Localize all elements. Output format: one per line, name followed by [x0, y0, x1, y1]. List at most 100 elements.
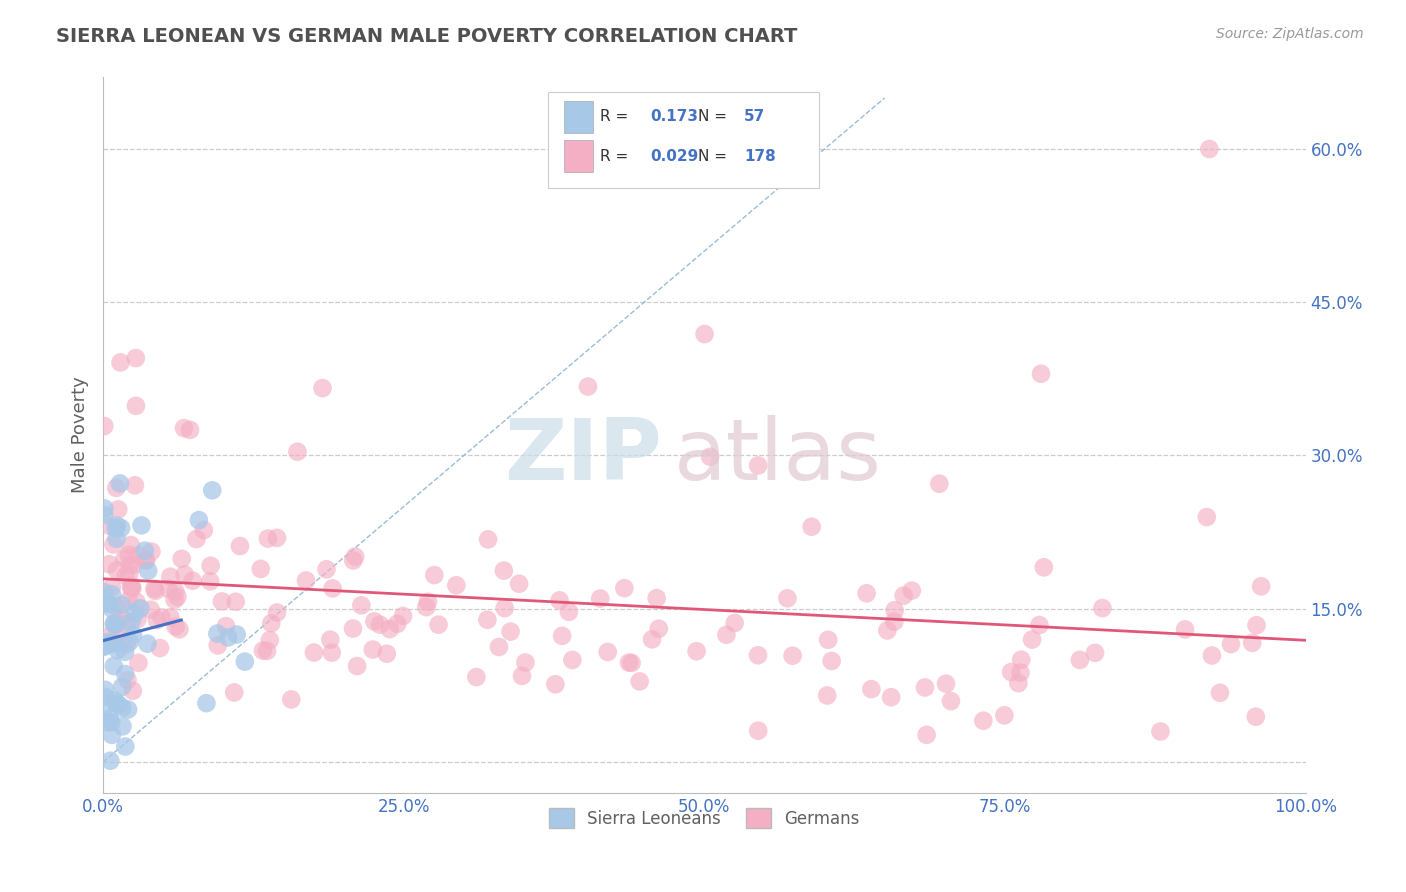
Point — [118, 558, 141, 572]
Point — [100, 580, 122, 594]
Point — [1195, 510, 1218, 524]
Point — [136, 564, 159, 578]
Point — [145, 584, 167, 599]
Point — [117, 673, 139, 687]
Point — [103, 637, 125, 651]
Point — [207, 639, 229, 653]
Point — [488, 640, 510, 654]
Point — [311, 381, 333, 395]
Point — [350, 599, 373, 613]
Point — [122, 628, 145, 642]
Point — [229, 539, 252, 553]
Point — [225, 627, 247, 641]
Point — [165, 619, 187, 633]
Point — [446, 578, 468, 592]
Point — [127, 612, 149, 626]
Point — [1084, 646, 1107, 660]
Point — [387, 616, 409, 631]
Point — [1032, 560, 1054, 574]
Point — [124, 607, 146, 621]
Point — [776, 591, 799, 606]
Point — [346, 659, 368, 673]
Point — [427, 617, 450, 632]
Point — [98, 558, 121, 572]
Point — [143, 582, 166, 596]
Point — [900, 583, 922, 598]
Point — [256, 644, 278, 658]
Point — [747, 648, 769, 663]
Text: R =: R = — [600, 110, 633, 124]
Point — [98, 628, 121, 642]
Point — [596, 645, 619, 659]
Point — [101, 728, 124, 742]
Point — [149, 640, 172, 655]
Point — [115, 637, 138, 651]
Point — [1091, 601, 1114, 615]
Point — [122, 558, 145, 572]
Point — [215, 619, 238, 633]
Point — [344, 549, 367, 564]
Point — [1069, 653, 1091, 667]
Point — [416, 595, 439, 609]
Point — [157, 582, 180, 596]
Point — [855, 586, 877, 600]
Point — [1246, 618, 1268, 632]
Point — [266, 606, 288, 620]
Point — [125, 399, 148, 413]
Text: 0.173: 0.173 — [650, 110, 699, 124]
Point — [105, 518, 128, 533]
Point — [127, 549, 149, 563]
Point — [118, 566, 141, 581]
Point — [1241, 636, 1264, 650]
Point — [321, 646, 343, 660]
Point — [1010, 653, 1032, 667]
Point — [110, 610, 132, 624]
Point — [118, 634, 141, 648]
Point — [939, 694, 962, 708]
Point — [375, 647, 398, 661]
Point — [693, 326, 716, 341]
Point — [477, 533, 499, 547]
Point — [1000, 665, 1022, 679]
Point — [120, 538, 142, 552]
Point — [260, 616, 283, 631]
Point — [211, 594, 233, 608]
Point — [259, 633, 281, 648]
Point — [322, 582, 344, 596]
Point — [617, 656, 640, 670]
Point — [150, 610, 173, 624]
Point — [159, 610, 181, 624]
Text: 0.029: 0.029 — [650, 149, 699, 163]
Point — [101, 601, 124, 615]
Point — [179, 423, 201, 437]
Point — [207, 626, 229, 640]
Point — [200, 558, 222, 573]
Point — [915, 728, 938, 742]
FancyBboxPatch shape — [548, 92, 818, 188]
Point — [104, 630, 127, 644]
Legend: Sierra Leoneans, Germans: Sierra Leoneans, Germans — [543, 802, 866, 834]
Point — [110, 355, 132, 369]
Point — [415, 600, 437, 615]
Point — [101, 587, 124, 601]
Point — [108, 615, 131, 630]
Point — [645, 591, 668, 606]
Point — [558, 605, 581, 619]
Point — [233, 655, 256, 669]
Point — [117, 548, 139, 562]
Point — [165, 584, 187, 599]
Point — [1244, 709, 1267, 723]
Point — [146, 613, 169, 627]
Point — [972, 714, 994, 728]
Point — [129, 601, 152, 615]
Point — [110, 521, 132, 535]
Point — [249, 562, 271, 576]
Point — [121, 615, 143, 629]
Point — [94, 682, 117, 697]
Point — [880, 690, 903, 705]
Text: ZIP: ZIP — [505, 415, 662, 498]
Point — [114, 569, 136, 583]
Point — [225, 595, 247, 609]
Point — [96, 714, 118, 729]
Point — [98, 754, 121, 768]
